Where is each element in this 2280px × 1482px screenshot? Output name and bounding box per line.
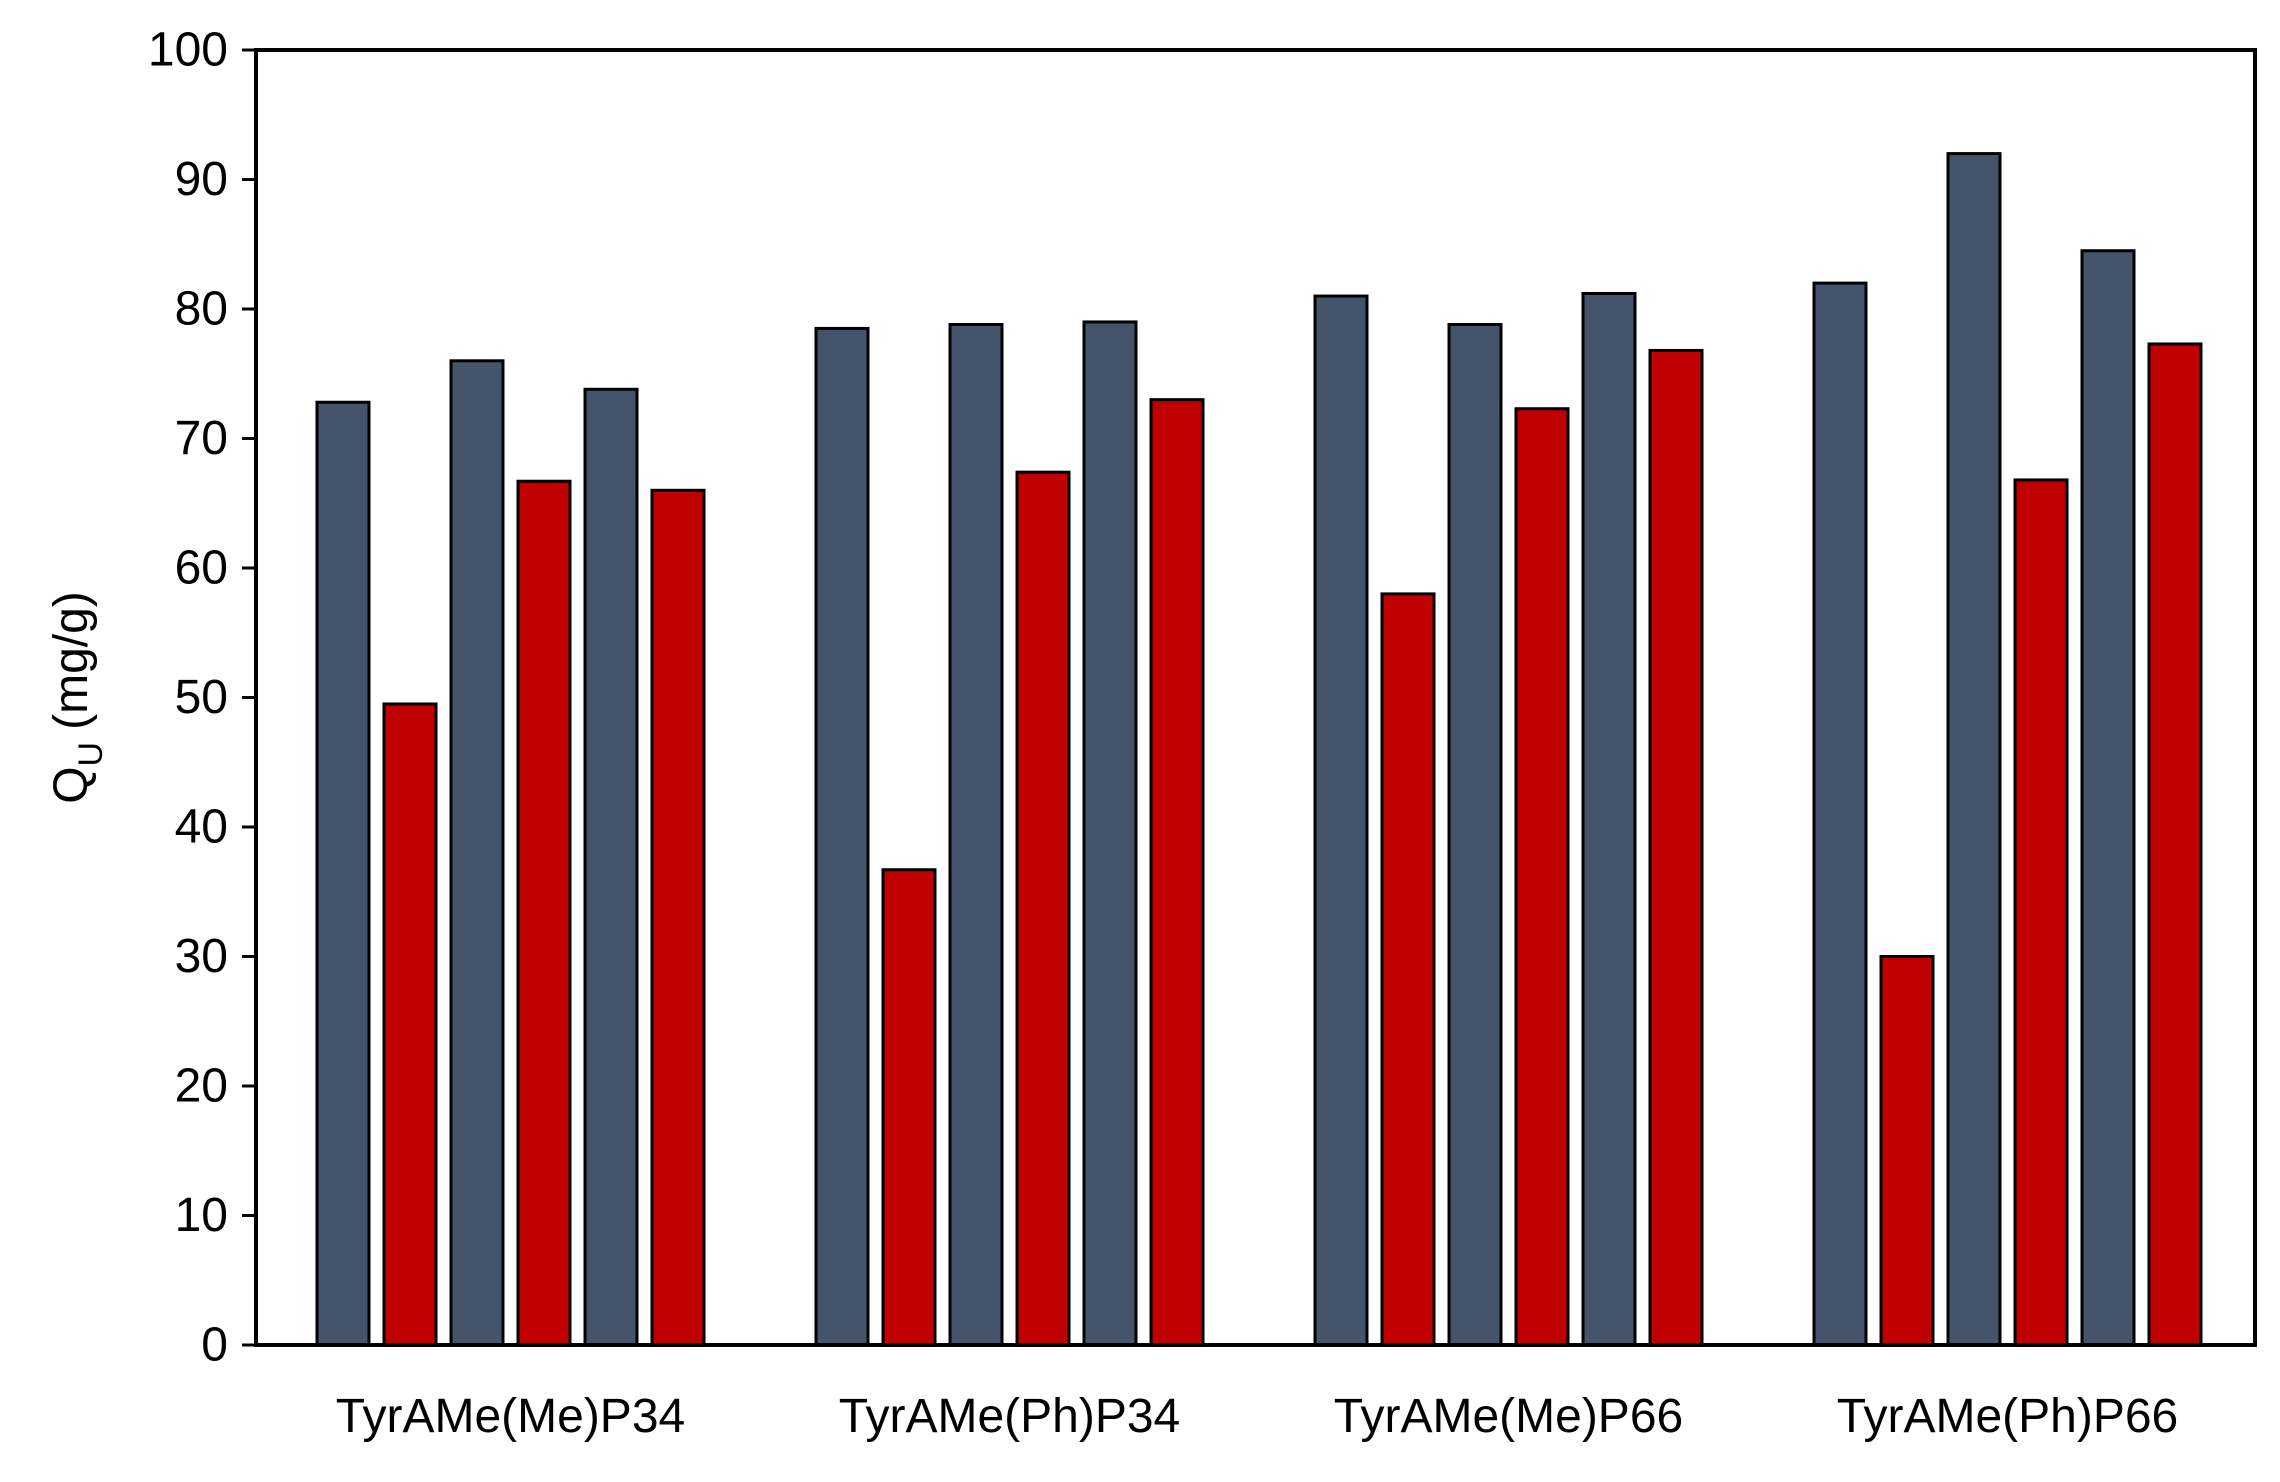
bar-1-6: [650, 488, 706, 1347]
bar-3-6: [1648, 348, 1704, 1347]
bar-1-4: [516, 479, 572, 1347]
bar-4-4: [2013, 478, 2069, 1347]
y-tick-label: 100: [148, 24, 228, 77]
y-tick-label: 70: [175, 412, 228, 465]
bar-1-1: [315, 400, 371, 1347]
y-axis-title-unit: (mg/g): [45, 591, 98, 730]
bar-3-3: [1447, 323, 1503, 1347]
y-tick-label: 0: [201, 1319, 228, 1372]
y-tick-label: 80: [175, 283, 228, 336]
x-tick-label: TyrAMe(Ph)P66: [1837, 1390, 2178, 1443]
bars-layer: [315, 152, 2203, 1347]
bar-4-6: [2147, 342, 2203, 1347]
y-tick-label: 10: [175, 1189, 228, 1242]
bar-2-4: [1015, 470, 1071, 1347]
bar-3-5: [1581, 291, 1637, 1347]
x-tick-label: TyrAMe(Me)P66: [1334, 1390, 1683, 1443]
x-axis: TyrAMe(Me)P34 TyrAMe(Ph)P34 TyrAMe(Me)P66 T…: [336, 1390, 2178, 1443]
bar-1-5: [583, 387, 639, 1347]
y-tick-label: 40: [175, 801, 228, 854]
bar-3-4: [1514, 407, 1570, 1347]
bar-3-2: [1380, 592, 1436, 1347]
bar-4-3: [1946, 152, 2002, 1347]
y-tick-label: 60: [175, 542, 228, 595]
bar-4-5: [2080, 249, 2136, 1347]
bar-2-1: [814, 326, 870, 1347]
x-tick-label: TyrAMe(Ph)P34: [839, 1390, 1180, 1443]
y-axis: 0 10 20 30 40 50 60 70 80 90 100: [148, 24, 256, 1372]
bar-2-3: [948, 323, 1004, 1347]
bar-3-1: [1313, 294, 1369, 1347]
y-axis-title-main: Q: [45, 766, 98, 803]
x-tick-label: TyrAMe(Me)P34: [336, 1390, 685, 1443]
bar-2-6: [1149, 398, 1205, 1347]
y-axis-title: QU (mg/g): [45, 591, 110, 804]
y-tick-label: 20: [175, 1060, 228, 1113]
y-tick-label: 90: [175, 153, 228, 206]
bar-2-5: [1082, 320, 1138, 1347]
y-tick-label: 30: [175, 930, 228, 983]
bar-1-3: [449, 359, 505, 1347]
bar-2-2: [881, 868, 937, 1347]
bar-4-1: [1812, 281, 1868, 1347]
bar-4-2: [1879, 955, 1935, 1347]
y-axis-title-subscript: U: [72, 742, 110, 767]
y-tick-label: 50: [175, 671, 228, 724]
bar-1-2: [382, 702, 438, 1347]
